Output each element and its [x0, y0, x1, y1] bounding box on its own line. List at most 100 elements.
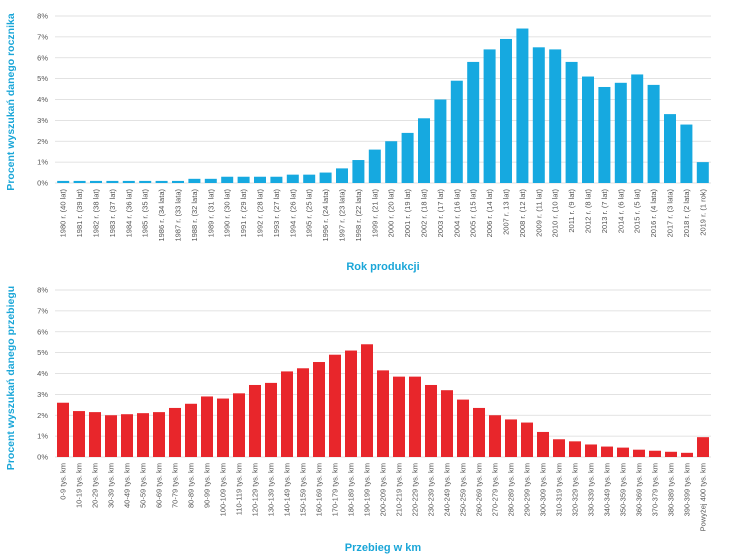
x-tick-label: 50-59 tys. km: [139, 463, 148, 508]
bar: [549, 49, 562, 184]
x-tick-label: 1985 r. (35 lat): [141, 189, 150, 238]
bar: [73, 180, 86, 183]
bar: [441, 390, 453, 457]
y-tick-label: 2%: [37, 411, 48, 420]
x-tick-label: 220-229 tys. km: [411, 463, 420, 516]
bar: [319, 172, 332, 183]
x-tick-label: 100-109 tys. km: [219, 463, 228, 516]
x-tick-label: 1983 r. (37 lat): [108, 189, 117, 238]
y-tick-label: 0%: [37, 179, 48, 188]
bar: [286, 174, 299, 183]
bar: [139, 180, 152, 183]
x-tick-label: 310-319 tys. km: [555, 463, 564, 516]
y-tick-label: 5%: [37, 74, 48, 83]
x-tick-label: 380-389 tys. km: [667, 463, 676, 516]
bar: [665, 451, 677, 457]
bar: [233, 393, 245, 457]
bar: [155, 180, 168, 183]
bar: [516, 28, 529, 184]
x-tick-label: 90-99 tys. km: [203, 463, 212, 508]
x-tick-label: Powyżej 400 tys. km: [699, 463, 708, 531]
x-tick-label: 70-79 tys. km: [171, 463, 180, 508]
x-tick-label: 320-329 tys. km: [571, 463, 580, 516]
bar: [537, 431, 549, 457]
bar: [57, 402, 69, 457]
bar: [137, 413, 149, 457]
x-tick-label: 2017 r. (3 lata): [666, 189, 675, 238]
x-tick-label: 270-279 tys. km: [491, 463, 500, 516]
bar: [106, 180, 119, 183]
x-tick-label: 370-379 tys. km: [651, 463, 660, 516]
x-tick-label: 80-89 tys. km: [187, 463, 196, 508]
bar: [368, 149, 381, 183]
x-tick-label: 2013 r. (7 lat): [600, 189, 609, 234]
x-tick-label: 2011 r. (9 lat): [567, 189, 576, 233]
x-tick-label: 2007 r. 13 lat): [502, 189, 511, 235]
bar: [696, 162, 709, 184]
bar: [57, 180, 70, 183]
bar: [521, 422, 533, 457]
x-tick-label: 1988 r. (32 lata): [190, 189, 199, 242]
x-axis-title: Przebieg w km: [345, 542, 422, 554]
bar: [409, 376, 421, 457]
x-tick-label: 2012 r. (8 lat): [584, 189, 593, 234]
y-tick-label: 1%: [37, 158, 48, 167]
bar: [201, 396, 213, 457]
bar: [361, 344, 373, 457]
x-tick-label: 160-169 tys. km: [315, 463, 324, 516]
bar: [532, 47, 545, 184]
x-tick-label: 40-49 tys. km: [123, 463, 132, 508]
x-tick-label: 2005 r. (15 lat): [469, 189, 478, 238]
bar: [329, 354, 341, 457]
bar: [434, 99, 447, 183]
x-tick-label: 1980 r. (40 lat): [59, 189, 68, 238]
y-tick-label: 0%: [37, 453, 48, 462]
bar: [89, 412, 101, 457]
bar: [425, 384, 437, 457]
bar: [185, 403, 197, 457]
bar: [313, 362, 325, 457]
x-tick-label: 2010 r. (10 lat): [551, 189, 560, 238]
bar: [649, 450, 661, 457]
bar: [617, 447, 629, 457]
x-tick-label: 120-129 tys. km: [251, 463, 260, 516]
x-tick-label: 1992 r. (28 lat): [256, 189, 265, 238]
y-tick-label: 1%: [37, 432, 48, 441]
x-tick-label: 2008 r. (12 lat): [518, 189, 527, 238]
x-tick-label: 60-69 tys. km: [155, 463, 164, 508]
bar: [631, 74, 644, 183]
x-tick-label: 110-119 tys. km: [235, 463, 244, 515]
bar: [500, 38, 512, 184]
bar: [281, 371, 293, 457]
bar: [169, 407, 181, 457]
x-tick-label: 2004 r. (16 lat): [452, 189, 461, 238]
bar: [217, 398, 229, 457]
bar: [565, 61, 578, 183]
x-tick-label: 170-179 tys. km: [331, 463, 340, 516]
y-tick-label: 6%: [37, 53, 48, 62]
bar: [105, 415, 117, 457]
x-tick-label: 2015 r. (5 lat): [633, 189, 642, 234]
x-tick-label: 2014 r. (6 lat): [616, 189, 625, 234]
bar: [73, 411, 85, 457]
y-tick-label: 3%: [37, 390, 48, 399]
bar: [153, 412, 165, 457]
bar: [680, 124, 693, 183]
x-tick-label: 20-29 tys. km: [91, 463, 100, 508]
y-tick-label: 4%: [37, 369, 48, 378]
y-axis-title: Procent wyszukań danego rocznika: [5, 13, 17, 191]
bar: [352, 160, 365, 183]
y-tick-label: 2%: [37, 137, 48, 146]
x-tick-label: 330-339 tys. km: [587, 463, 596, 516]
x-tick-label: 2006 r. (14 lat): [485, 189, 494, 238]
x-tick-label: 280-289 tys. km: [507, 463, 516, 516]
x-tick-label: 250-259 tys. km: [459, 463, 468, 516]
bar: [270, 176, 283, 183]
x-tick-label: 1994 r. (26 lat): [288, 189, 297, 238]
bar: [204, 178, 217, 183]
bar: [401, 132, 414, 183]
x-tick-label: 2016 r. (4 lata): [649, 189, 658, 238]
y-tick-label: 7%: [37, 306, 48, 315]
bar: [122, 180, 135, 183]
x-tick-label: 1989 r. (31 lat): [206, 189, 215, 238]
